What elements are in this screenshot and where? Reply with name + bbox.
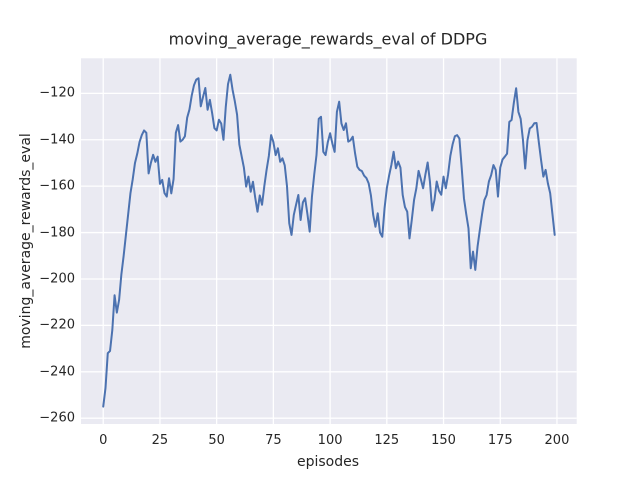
y-axis-label: moving_average_rewards_eval (18, 133, 34, 349)
y-tick-label: −180 (39, 225, 75, 241)
x-tick-label: 50 (208, 433, 225, 448)
y-tick-label: −220 (39, 317, 75, 333)
chart-title: moving_average_rewards_eval of DDPG (168, 29, 488, 49)
y-tick-label: −140 (39, 132, 75, 148)
x-tick-label: 175 (487, 433, 513, 448)
series-line (102, 73, 556, 408)
x-tick-label: 125 (374, 433, 400, 448)
y-tick-label: −260 (39, 410, 75, 426)
axes-background (81, 58, 577, 425)
x-tick-label: 75 (265, 433, 282, 448)
x-axis-label: episodes (296, 454, 360, 470)
y-tick-label: −120 (39, 85, 75, 101)
y-tick-label: −240 (39, 364, 75, 380)
x-tick-label: 150 (431, 433, 456, 448)
x-tick-label: 0 (99, 433, 108, 448)
x-tick-label: 100 (317, 433, 343, 448)
y-tick-label: −200 (39, 271, 75, 287)
x-tick-label: 25 (151, 433, 169, 448)
x-tick-label: 200 (544, 433, 570, 448)
y-tick-label: −160 (39, 178, 75, 194)
